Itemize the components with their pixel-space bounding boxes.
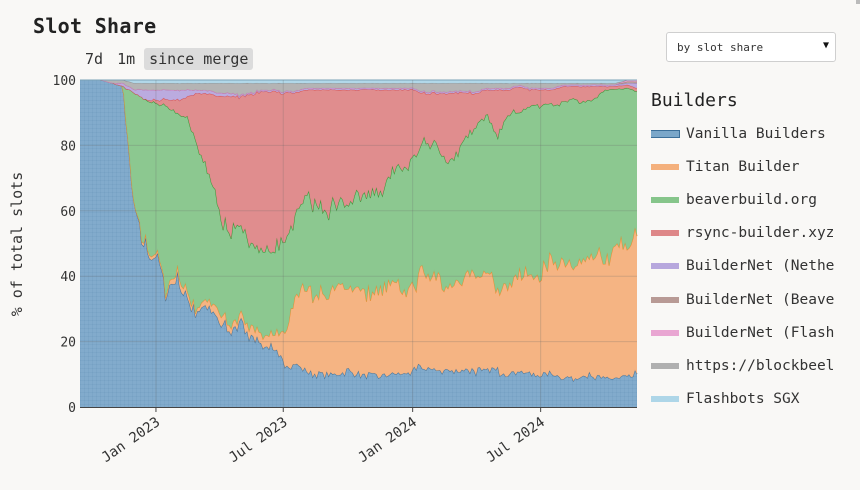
y-tick-label: 0 xyxy=(68,401,76,416)
time-range-tabs: 7d 1m since merge xyxy=(80,48,254,70)
legend-item[interactable]: BuilderNet (Flash xyxy=(651,316,860,349)
legend-swatch xyxy=(651,296,679,303)
area-titan-builder xyxy=(80,80,637,382)
x-axis-ticks: Jan 2023 Jul 2023 Jan 2024 Jul 2024 xyxy=(99,407,548,466)
legend-item[interactable]: Titan Builder xyxy=(651,150,860,183)
area-https-blockbeel xyxy=(80,80,637,97)
area-beaverbuild-org xyxy=(80,80,637,340)
range-tab-since-merge[interactable]: since merge xyxy=(144,48,254,70)
stacked-areas xyxy=(80,79,638,407)
y-tick-label: 20 xyxy=(60,336,76,351)
legend-label: BuilderNet (Nethe xyxy=(686,258,835,275)
legend-swatch xyxy=(651,196,679,203)
legend-swatch xyxy=(651,362,679,369)
legend-swatch xyxy=(651,263,679,270)
dropdown-caret-icon: ▼ xyxy=(822,40,829,51)
legend-label: BuilderNet (Beave xyxy=(686,291,835,308)
area-hatch-vanilla-builders xyxy=(80,80,637,407)
legend-item[interactable]: BuilderNet (Nethe xyxy=(651,250,860,283)
legend: Builders Vanilla Builders Titan Builder be… xyxy=(651,90,860,416)
legend-item[interactable]: rsync-builder.xyz xyxy=(651,217,860,250)
legend-item[interactable]: beaverbuild.org xyxy=(651,183,860,216)
area-rsync-builder-xyz xyxy=(80,80,637,254)
corner-marker xyxy=(856,0,860,4)
x-tick-label: Jul 2024 xyxy=(484,414,548,466)
area-buildernet-nethe xyxy=(80,80,637,102)
legend-item[interactable]: BuilderNet (Beave xyxy=(651,283,860,316)
legend-swatch xyxy=(651,163,679,170)
y-axis-label: % of total slots xyxy=(8,172,26,317)
legend-label: Flashbots SGX xyxy=(686,391,800,408)
legend-items: Vanilla Builders Titan Builder beaverbuild… xyxy=(651,117,860,416)
gridlines xyxy=(80,79,637,407)
y-tick-label: 60 xyxy=(60,205,76,220)
x-tick-label: Jul 2023 xyxy=(226,414,290,466)
legend-label: https://blockbeel xyxy=(686,357,835,374)
legend-title: Builders xyxy=(651,90,738,111)
y-tick-label: 40 xyxy=(60,270,76,285)
legend-swatch xyxy=(651,396,679,403)
range-tab-1m[interactable]: 1m xyxy=(117,50,136,68)
y-tick-label: 80 xyxy=(60,139,76,154)
y-axis-ticks: 0 20 40 60 80 100 xyxy=(53,74,76,416)
sort-order-value: by slot share xyxy=(677,40,764,54)
x-tick-label: Jan 2024 xyxy=(356,414,420,466)
range-tab-7d[interactable]: 7d xyxy=(85,50,104,68)
legend-swatch xyxy=(651,329,679,336)
legend-label: Vanilla Builders xyxy=(686,125,826,142)
y-tick-label: 100 xyxy=(53,74,76,89)
legend-label: beaverbuild.org xyxy=(686,191,817,208)
legend-label: Titan Builder xyxy=(686,158,800,175)
chart-title: Slot Share xyxy=(33,14,157,38)
legend-item[interactable]: https://blockbeel xyxy=(651,349,860,382)
legend-swatch xyxy=(651,230,679,237)
legend-item[interactable]: Vanilla Builders xyxy=(651,117,860,150)
legend-item[interactable]: Flashbots SGX xyxy=(651,383,860,416)
x-tick-label: Jan 2023 xyxy=(99,414,163,466)
legend-label: rsync-builder.xyz xyxy=(686,225,835,242)
legend-swatch xyxy=(651,129,680,138)
sort-order-select[interactable]: by slot share ▼ xyxy=(666,32,836,62)
legend-label: BuilderNet (Flash xyxy=(686,324,835,341)
area-flashbots-sgx xyxy=(80,80,637,84)
